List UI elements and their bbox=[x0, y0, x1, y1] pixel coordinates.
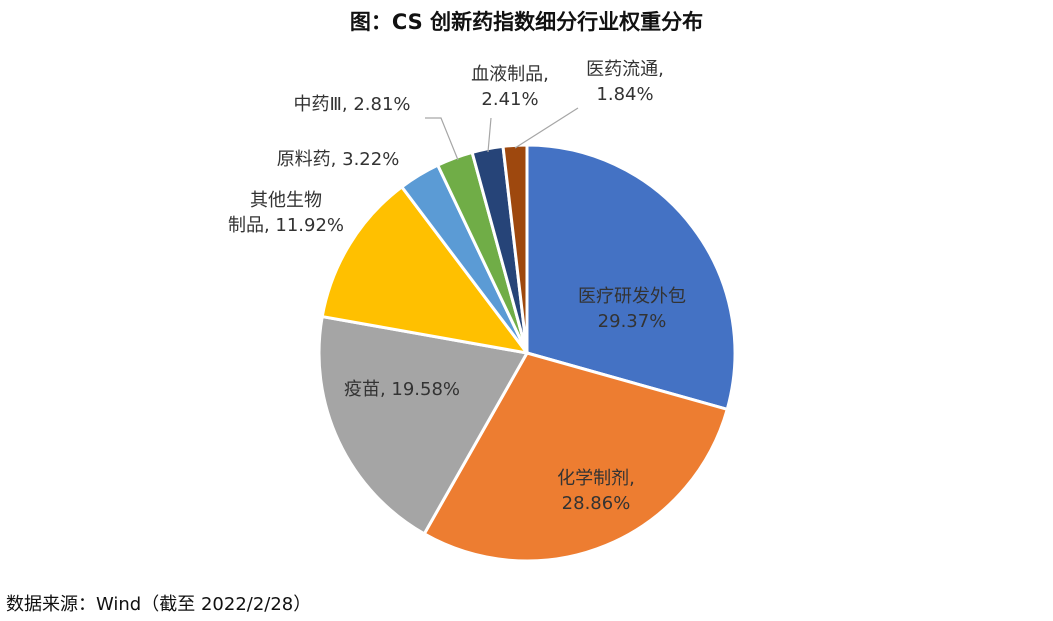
data-label-8: 医药流通, 1.84% bbox=[586, 59, 664, 105]
source-note: 数据来源：Wind（截至 2022/2/28） bbox=[6, 594, 312, 615]
pie-slice-8 bbox=[501, 143, 529, 354]
data-label-3: 疫苗, 19.58% bbox=[344, 379, 460, 400]
data-label-5: 原料药, 3.22% bbox=[277, 149, 400, 170]
pie-slice-4 bbox=[320, 184, 531, 356]
pie-slice-1 bbox=[525, 143, 737, 412]
chart-title: 图：CS 创新药指数细分行业权重分布 bbox=[349, 10, 704, 34]
pie-slice-2 bbox=[422, 351, 730, 563]
data-label-4: 其他生物制品, 11.92% bbox=[228, 190, 344, 236]
leader-line-8 bbox=[514, 107, 579, 149]
data-label-1: 医疗研发外包 29.37% bbox=[578, 286, 686, 332]
data-label-6: 中药Ⅲ, 2.81% bbox=[293, 94, 410, 115]
pie-slice-3 bbox=[317, 314, 530, 536]
leader-line-6 bbox=[425, 117, 459, 161]
pie-chart: 医疗研发外包 29.37% 化学制剂, 28.86% 疫苗, 19.58% 其他生物制品,… bbox=[228, 59, 737, 563]
leader-line-7 bbox=[487, 117, 492, 153]
data-label-2: 化学制剂, 28.86% bbox=[557, 468, 635, 514]
data-label-7: 血液制品, 2.41% bbox=[471, 64, 549, 110]
